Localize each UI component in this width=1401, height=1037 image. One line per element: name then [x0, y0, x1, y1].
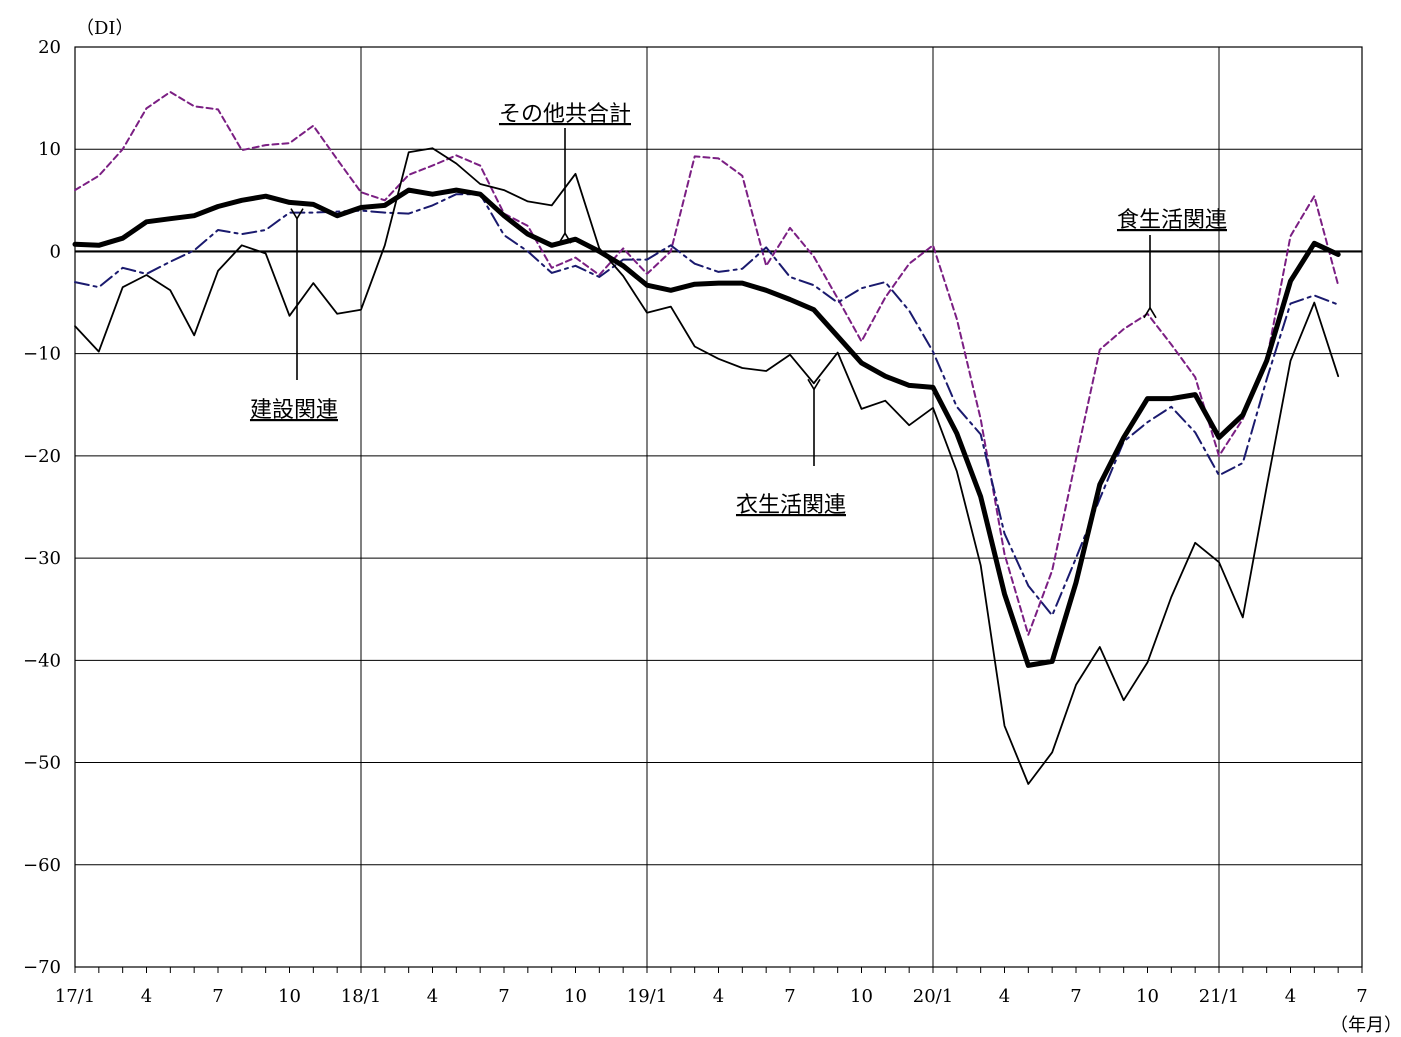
x-tick-label: 10 [850, 986, 873, 1007]
x-axis-unit: （年月） [1330, 1015, 1401, 1036]
series-line [74, 193, 1340, 617]
annotation-arrow-head [290, 208, 304, 221]
series-label: 建設関連 [250, 398, 338, 423]
x-tick-label: 7 [498, 986, 509, 1007]
x-tick-label: 4 [141, 986, 152, 1007]
x-tick-label: 7 [1356, 986, 1367, 1007]
x-tick-label: 19/1 [627, 986, 667, 1007]
x-tick-label: 4 [713, 986, 724, 1007]
x-tick-label: 4 [999, 986, 1010, 1007]
x-tick-label: 7 [212, 986, 223, 1007]
series-label: 衣生活関連 [736, 493, 846, 518]
y-tick-label: −60 [23, 855, 61, 876]
x-tick-label: 20/1 [913, 986, 953, 1007]
axes: 20 10 0 −10 −20 −30 −40 −50 −60 −70 17/1 4 7 10 18/1 4 7… [23, 37, 1368, 1007]
x-tick-label: 21/1 [1199, 986, 1239, 1007]
x-tick-label: 17/1 [55, 986, 95, 1007]
series-label: 食生活関連 [1117, 208, 1227, 233]
x-tick-label: 18/1 [341, 986, 381, 1007]
y-tick-label: −10 [23, 344, 61, 365]
series-group [72, 91, 1341, 785]
y-tick-label: −30 [23, 548, 61, 569]
annotation-arrow-head [1143, 306, 1157, 319]
annotation-arrow-head [558, 231, 572, 244]
annotation-arrow-head [807, 378, 821, 391]
x-tick-label: 4 [427, 986, 438, 1007]
x-tick-label: 7 [1070, 986, 1081, 1007]
plot-frame [74, 46, 1363, 968]
y-tick-label: 0 [50, 241, 61, 262]
x-tick-label: 7 [784, 986, 795, 1007]
series-line [72, 187, 1341, 668]
y-tick-label: −20 [23, 446, 61, 467]
series-label: その他共合計 [499, 102, 631, 127]
x-tick-label: 10 [278, 986, 301, 1007]
y-tick-label: −70 [23, 957, 61, 978]
y-tick-label: 20 [38, 37, 61, 58]
grid-lines [75, 46, 1362, 968]
y-tick-label: 10 [38, 139, 61, 160]
x-tick-label: 10 [564, 986, 587, 1007]
series-line [74, 147, 1340, 785]
y-tick-label: −50 [23, 753, 61, 774]
y-tick-label: −40 [23, 650, 61, 671]
y-axis-unit: （DI） [76, 18, 134, 39]
series-line [74, 91, 1340, 636]
x-tick-label: 4 [1285, 986, 1296, 1007]
x-tick-label: 10 [1136, 986, 1159, 1007]
